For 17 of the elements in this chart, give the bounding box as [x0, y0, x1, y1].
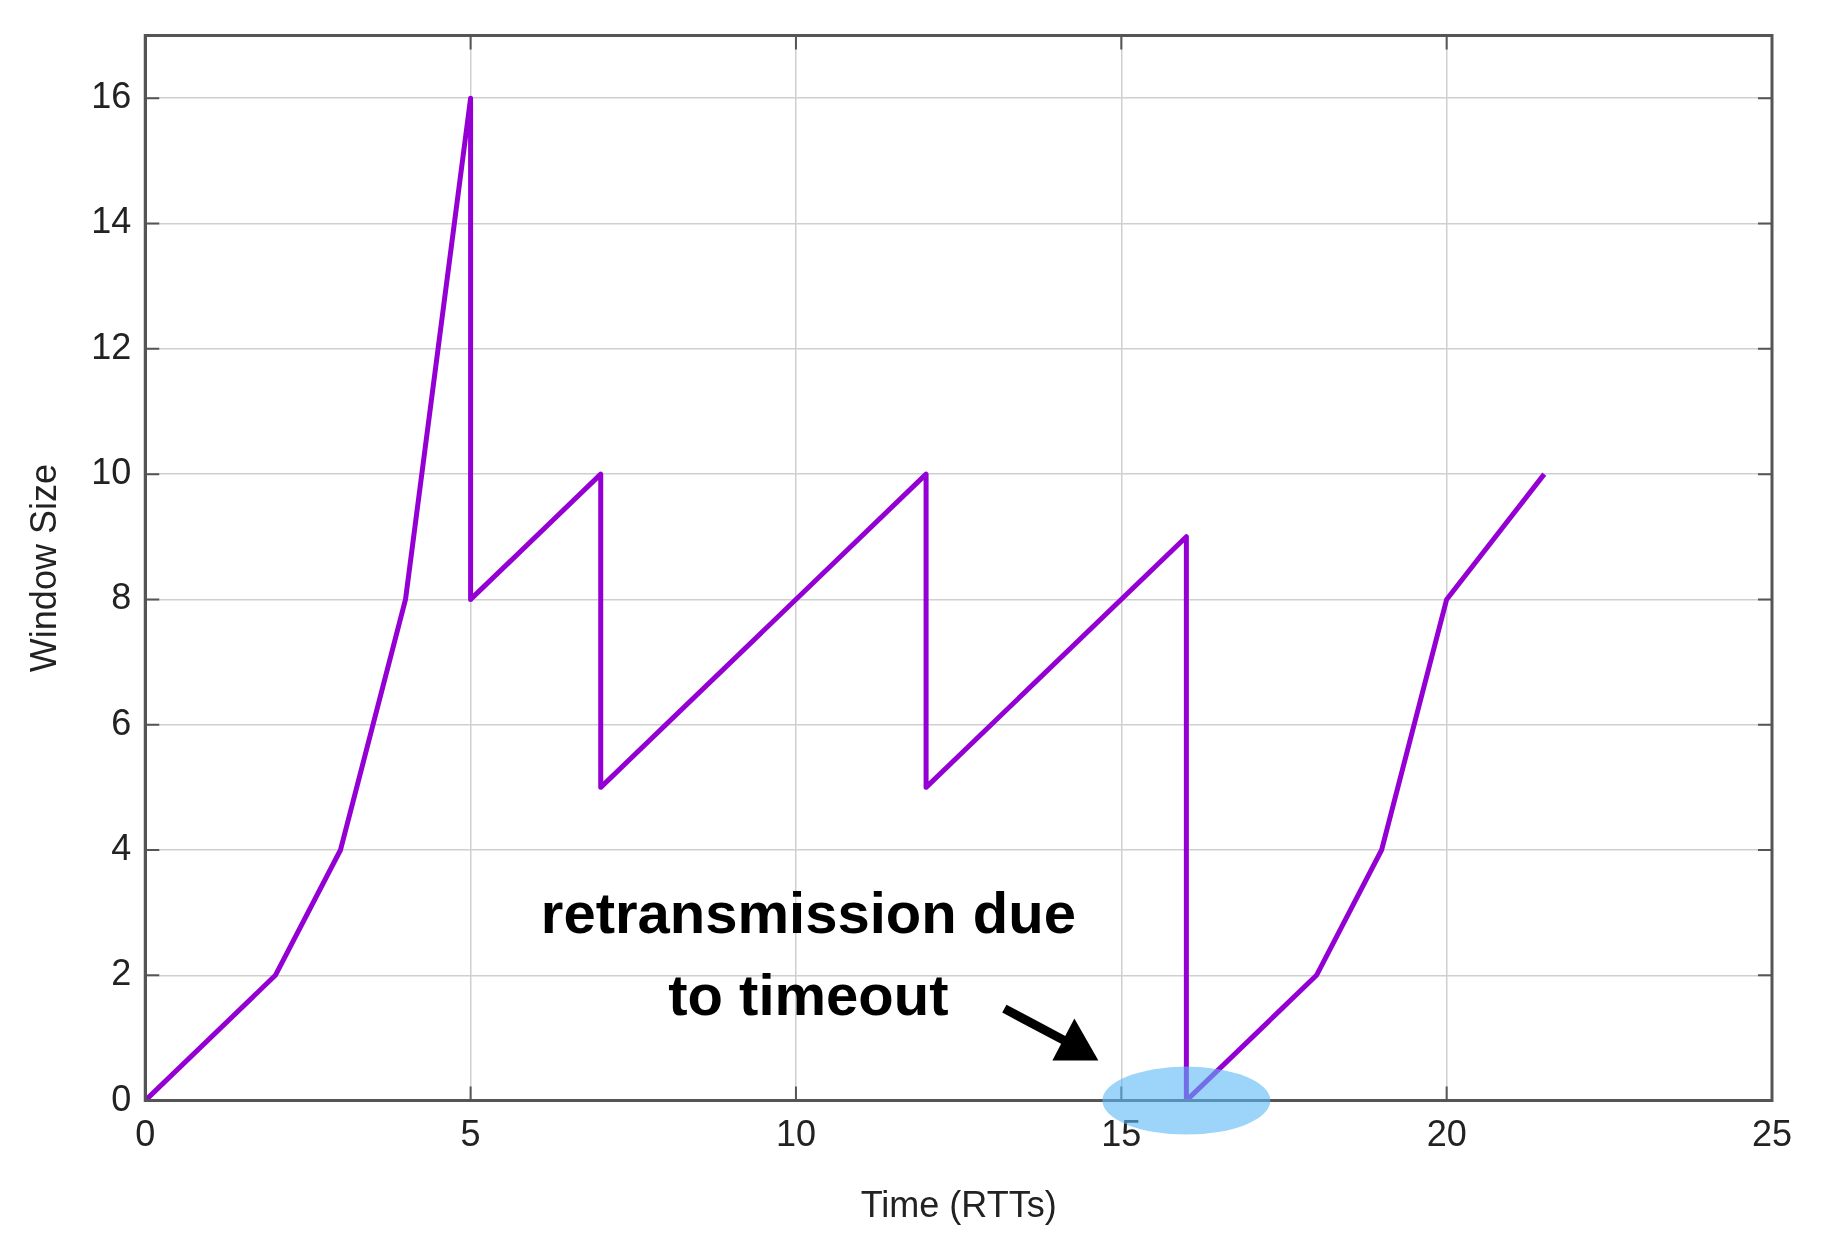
y-tick-label: 4	[111, 826, 132, 868]
y-tick-label: 12	[91, 325, 132, 367]
y-tick-label: 10	[91, 451, 132, 493]
y-tick-label: 0	[111, 1077, 132, 1119]
x-tick-label: 10	[775, 1113, 816, 1155]
y-tick-label: 16	[91, 75, 132, 117]
x-tick-label: 15	[1101, 1113, 1142, 1155]
x-tick-label: 5	[460, 1113, 481, 1155]
x-tick-label: 20	[1426, 1113, 1467, 1155]
y-tick-label: 8	[111, 576, 132, 618]
x-axis-title: Time (RTTs)	[860, 1184, 1057, 1226]
y-tick-label: 2	[111, 952, 132, 994]
x-tick-label: 25	[1751, 1113, 1793, 1155]
y-tick-label: 14	[91, 200, 132, 242]
y-axis-title: Window Size	[22, 464, 64, 673]
y-tick-label: 6	[111, 701, 132, 743]
annotation: retransmission due to timeout	[540, 879, 1076, 1027]
